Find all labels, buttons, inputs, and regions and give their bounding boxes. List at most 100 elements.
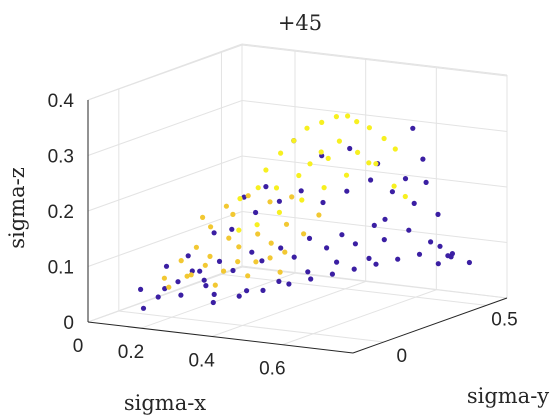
data-point xyxy=(249,249,255,255)
data-point xyxy=(273,185,280,191)
data-point xyxy=(245,193,251,199)
z-grid xyxy=(87,44,508,346)
data-point xyxy=(210,299,216,306)
data-point xyxy=(381,237,387,243)
data-point xyxy=(333,114,339,120)
data-point xyxy=(289,194,295,200)
data-point xyxy=(277,269,283,275)
data-point xyxy=(236,227,242,233)
data-point xyxy=(212,282,218,288)
data-point xyxy=(276,209,282,215)
data-point xyxy=(319,119,325,125)
data-point xyxy=(321,185,327,191)
data-point xyxy=(291,254,297,260)
data-point xyxy=(366,255,372,261)
data-point xyxy=(211,291,217,297)
data-point xyxy=(236,244,242,250)
data-point xyxy=(368,177,374,183)
data-point xyxy=(230,211,236,217)
data-point xyxy=(263,184,269,190)
grid-line xyxy=(241,43,508,76)
data-point xyxy=(283,221,290,227)
y-tick-label: 0.5 xyxy=(491,309,517,330)
data-point xyxy=(175,279,181,285)
data-point xyxy=(162,286,168,292)
tick-labels: 0 0.1 0.2 0.3 0.4 0 0.2 0.4 0.6 0 0.5 xyxy=(48,91,518,380)
data-point xyxy=(211,230,217,236)
data-point xyxy=(355,149,361,155)
data-point xyxy=(267,199,273,205)
data-point xyxy=(291,138,297,144)
data-point xyxy=(366,125,372,131)
data-point xyxy=(161,275,167,281)
data-point xyxy=(304,125,310,131)
data-point xyxy=(185,253,191,259)
x-axis-line xyxy=(87,321,354,354)
x-grid-line xyxy=(140,51,296,329)
data-point xyxy=(389,189,395,195)
y-grid-line xyxy=(118,89,384,343)
data-point xyxy=(466,259,472,266)
data-point xyxy=(296,172,302,179)
z-grid-line xyxy=(87,44,508,101)
data-point xyxy=(318,149,324,155)
data-point xyxy=(366,160,372,166)
z-grid-line xyxy=(87,155,508,212)
data-point xyxy=(306,235,313,241)
data-point xyxy=(197,268,203,274)
y-grid-line xyxy=(220,52,487,306)
data-point xyxy=(345,113,351,119)
x-tick-label: 0.6 xyxy=(259,359,285,380)
grid-lines xyxy=(87,43,508,323)
data-point xyxy=(184,273,190,279)
z-tick-label: 0.2 xyxy=(48,202,74,223)
data-point xyxy=(373,261,379,267)
data-point xyxy=(320,199,326,206)
y-tick-label: 0 xyxy=(397,346,408,367)
data-point xyxy=(336,138,342,144)
data-points xyxy=(138,113,472,311)
data-point xyxy=(329,271,335,277)
data-point xyxy=(140,305,147,311)
data-point xyxy=(138,286,144,292)
x-tick-label: 0.2 xyxy=(118,342,144,363)
data-point xyxy=(255,231,261,237)
data-point xyxy=(178,292,184,298)
data-point xyxy=(267,255,273,261)
z-tick-label: 0.1 xyxy=(48,258,74,279)
data-point xyxy=(230,267,236,274)
z-axis-label: sigma-z xyxy=(5,167,29,249)
data-point xyxy=(381,135,387,142)
data-point xyxy=(373,161,379,167)
data-point xyxy=(254,222,260,228)
z-tick-label: 0.3 xyxy=(48,147,74,168)
data-point xyxy=(299,197,305,203)
data-point xyxy=(305,269,311,275)
data-point xyxy=(202,262,208,268)
data-point xyxy=(255,185,261,191)
data-point xyxy=(416,251,423,257)
z-tick-label: 0.4 xyxy=(48,91,75,112)
data-point xyxy=(423,179,429,185)
data-point xyxy=(420,156,426,162)
data-point xyxy=(178,258,184,264)
data-point xyxy=(155,294,161,300)
data-point xyxy=(188,272,194,278)
data-point xyxy=(253,259,259,265)
data-point xyxy=(253,209,259,216)
data-point xyxy=(203,283,209,289)
data-point xyxy=(316,212,322,218)
data-point xyxy=(245,273,251,279)
z-tick-label: 0 xyxy=(63,313,74,334)
data-point xyxy=(343,172,350,178)
x-tick-label: 0.4 xyxy=(188,350,215,371)
data-point xyxy=(163,263,170,269)
data-point xyxy=(344,188,350,194)
data-point xyxy=(221,268,227,274)
z-grid-line xyxy=(87,210,508,267)
y-axis-line xyxy=(352,297,508,354)
data-point xyxy=(428,239,434,245)
data-point xyxy=(371,222,377,228)
data-point xyxy=(259,258,265,264)
data-point xyxy=(406,227,412,233)
